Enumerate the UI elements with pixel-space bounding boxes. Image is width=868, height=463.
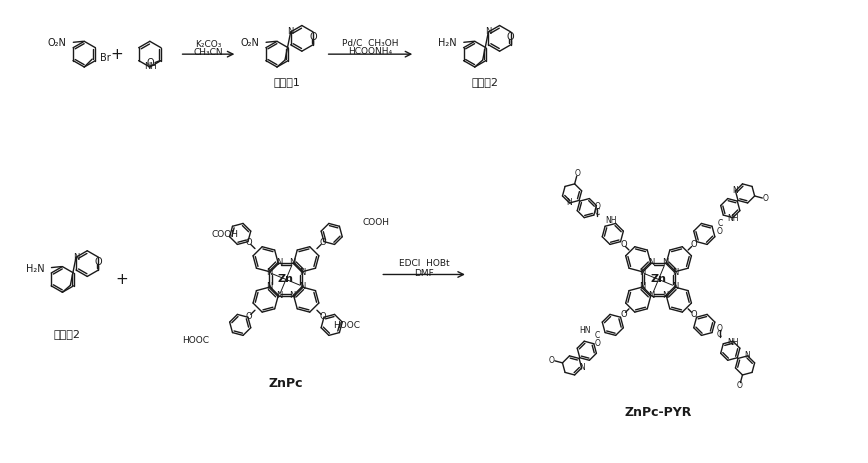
Text: Zn: Zn	[278, 275, 294, 284]
Text: O: O	[737, 381, 743, 390]
Text: O: O	[246, 312, 252, 321]
Text: N: N	[579, 363, 584, 372]
Text: O: O	[320, 238, 326, 247]
Text: N: N	[276, 258, 282, 268]
Text: HOOC: HOOC	[333, 321, 360, 330]
Text: N: N	[662, 258, 668, 268]
Text: O: O	[595, 202, 601, 211]
Text: N: N	[733, 187, 739, 195]
Text: HN: HN	[579, 326, 590, 335]
Text: O: O	[717, 324, 723, 333]
Text: O: O	[595, 339, 601, 348]
Text: O: O	[690, 310, 697, 319]
Text: O: O	[690, 240, 697, 249]
Text: O: O	[717, 227, 723, 236]
Text: +: +	[110, 47, 123, 62]
Text: N: N	[567, 199, 572, 207]
Text: N: N	[290, 258, 296, 268]
Text: 中间䤆2: 中间䤆2	[54, 329, 81, 339]
Text: C: C	[717, 330, 722, 339]
Text: NH: NH	[727, 214, 739, 223]
Text: O: O	[320, 312, 326, 321]
Text: O: O	[549, 356, 555, 364]
Text: N: N	[287, 27, 294, 37]
Text: N: N	[672, 268, 678, 277]
Text: O: O	[246, 238, 252, 247]
Text: N: N	[266, 268, 273, 277]
Text: N: N	[299, 268, 306, 277]
Text: CH₃CN: CH₃CN	[194, 48, 223, 56]
Text: O: O	[762, 194, 768, 203]
Text: N: N	[639, 282, 645, 291]
Text: K₂CO₃: K₂CO₃	[195, 40, 221, 49]
Text: Br: Br	[100, 53, 111, 63]
Text: Pd/C  CH₃OH: Pd/C CH₃OH	[342, 39, 398, 48]
Text: N: N	[485, 27, 491, 37]
Text: HOOC: HOOC	[182, 336, 209, 344]
Text: 中间䤆1: 中间䤆1	[273, 77, 300, 87]
Text: DMF: DMF	[414, 269, 434, 278]
Text: N: N	[290, 291, 296, 300]
Text: O₂N: O₂N	[48, 38, 66, 48]
Text: N: N	[299, 282, 306, 291]
Text: H₂N: H₂N	[438, 38, 457, 48]
Text: O: O	[620, 240, 627, 249]
Text: N: N	[73, 253, 79, 262]
Text: ZnPc: ZnPc	[269, 377, 303, 390]
Text: O: O	[575, 169, 581, 178]
Text: H₂N: H₂N	[26, 263, 44, 274]
Text: C: C	[595, 331, 600, 340]
Text: NH: NH	[144, 63, 157, 71]
Text: C: C	[717, 219, 722, 228]
Text: ZnPc-PYR: ZnPc-PYR	[625, 407, 693, 419]
Text: Zn: Zn	[650, 275, 667, 284]
Text: N: N	[672, 282, 678, 291]
Text: O: O	[95, 257, 102, 267]
Text: N: N	[745, 351, 751, 360]
Text: O: O	[620, 310, 627, 319]
Text: N: N	[648, 258, 654, 268]
Text: N: N	[662, 291, 668, 300]
Text: 中间䤆2: 中间䤆2	[471, 77, 498, 87]
Text: COOH: COOH	[363, 218, 390, 227]
Text: NH: NH	[605, 216, 617, 225]
Text: O: O	[147, 57, 154, 68]
Text: HCOONH₄: HCOONH₄	[348, 47, 392, 56]
Text: N: N	[648, 291, 654, 300]
Text: NH: NH	[727, 338, 740, 347]
Text: O: O	[507, 32, 515, 42]
Text: N: N	[276, 291, 282, 300]
Text: C: C	[595, 208, 600, 217]
Text: O: O	[309, 32, 317, 42]
Text: N: N	[639, 268, 645, 277]
Text: +: +	[115, 272, 128, 287]
Text: COOH: COOH	[212, 230, 239, 238]
Text: N: N	[266, 282, 273, 291]
Text: EDCl  HOBt: EDCl HOBt	[398, 259, 450, 268]
Text: O₂N: O₂N	[240, 38, 260, 48]
